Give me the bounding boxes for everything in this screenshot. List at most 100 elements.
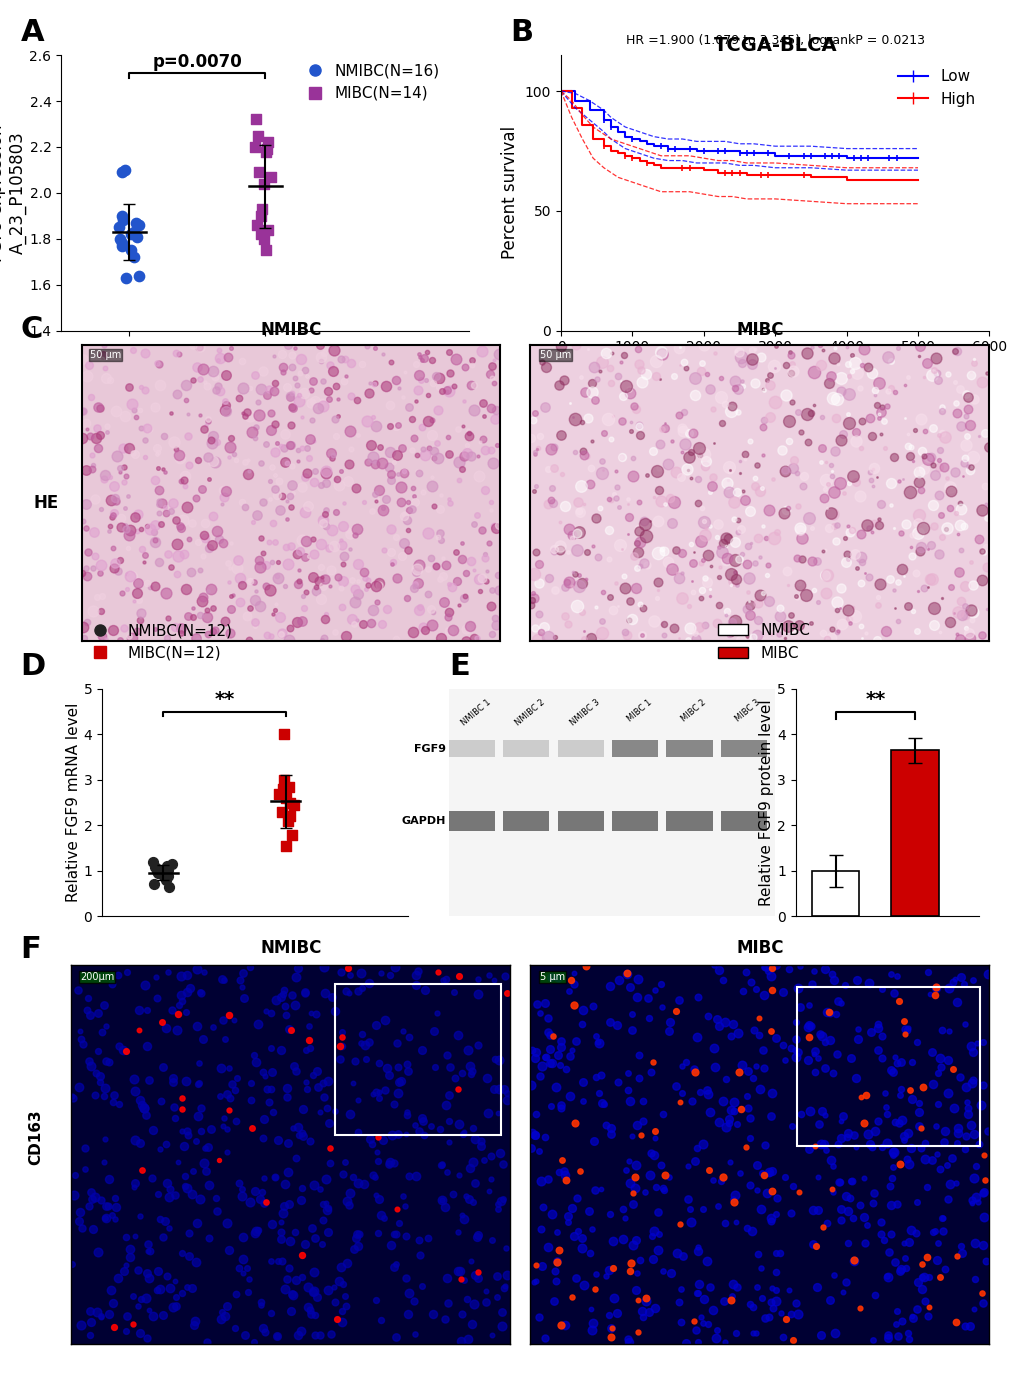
Point <box>282 1299 299 1322</box>
Point <box>453 1203 470 1225</box>
Point <box>218 1211 234 1233</box>
Point <box>405 1290 421 1312</box>
Point <box>312 1101 328 1123</box>
Point <box>956 1013 972 1035</box>
Point <box>751 1078 767 1100</box>
Point <box>764 1297 781 1319</box>
Legend: Low, High: Low, High <box>891 63 981 113</box>
Point <box>809 1199 825 1221</box>
Point <box>647 1175 663 1197</box>
Point <box>369 1141 385 1163</box>
Point <box>747 1323 763 1345</box>
Point <box>801 1100 817 1122</box>
Point <box>84 1188 100 1210</box>
Point <box>387 1326 404 1348</box>
Point <box>215 1010 231 1032</box>
Point <box>407 1323 423 1345</box>
Point <box>317 1167 333 1189</box>
Point <box>530 1140 546 1162</box>
Point <box>96 1151 112 1173</box>
Point <box>613 1197 630 1220</box>
Point <box>629 967 645 989</box>
Point <box>628 1113 644 1135</box>
Point <box>380 1152 396 1174</box>
Point <box>251 1188 267 1210</box>
Point <box>300 1297 316 1319</box>
Point <box>225 1009 242 1031</box>
Point <box>361 971 377 994</box>
Point <box>536 992 552 1014</box>
Point <box>168 1018 184 1040</box>
Point <box>274 983 290 1005</box>
Point <box>346 1050 363 1072</box>
Point <box>341 965 358 987</box>
Point <box>975 1169 991 1191</box>
Point <box>844 1207 860 1229</box>
Point <box>493 1316 510 1338</box>
Point <box>910 1091 926 1113</box>
Point <box>918 1177 934 1199</box>
Point <box>694 1197 710 1220</box>
Point <box>800 994 816 1016</box>
Point <box>821 1002 838 1024</box>
Point <box>145 1305 161 1327</box>
Point <box>552 1315 569 1337</box>
Point <box>320 1069 336 1091</box>
Point <box>78 999 95 1021</box>
Point <box>118 1320 135 1342</box>
Point <box>711 1170 728 1192</box>
Point <box>243 1090 259 1112</box>
Point <box>574 999 590 1021</box>
Point <box>938 1153 955 1175</box>
Point <box>955 973 971 995</box>
Point <box>235 1262 252 1284</box>
Point <box>974 1073 990 1096</box>
Point <box>164 1071 180 1093</box>
Point <box>285 1056 302 1078</box>
Point <box>398 1104 415 1126</box>
Point <box>107 1188 123 1210</box>
Point <box>756 1306 772 1328</box>
Point <box>181 1222 198 1244</box>
Point <box>754 1039 770 1061</box>
Point <box>904 1306 920 1328</box>
Point <box>653 995 669 1017</box>
Point <box>857 1084 873 1107</box>
Point <box>654 1102 671 1124</box>
Point <box>70 978 87 1000</box>
Point <box>641 1164 657 1186</box>
Bar <box>502 740 549 758</box>
Point <box>977 1250 994 1272</box>
Point <box>556 1315 573 1337</box>
Point <box>138 1287 154 1309</box>
Point <box>354 1022 370 1045</box>
Point <box>550 1160 567 1182</box>
Point <box>549 1045 566 1067</box>
Point <box>767 1027 784 1049</box>
Point <box>397 1266 414 1288</box>
Point <box>369 1222 385 1244</box>
Point <box>273 1221 289 1243</box>
Point <box>449 1078 466 1100</box>
Point <box>274 1202 290 1224</box>
Point <box>389 1123 406 1145</box>
Point <box>887 1313 903 1335</box>
Point <box>808 1276 824 1298</box>
Bar <box>720 812 766 831</box>
Point <box>542 1096 558 1118</box>
Point <box>238 1257 255 1279</box>
Point <box>832 992 848 1014</box>
Point <box>258 1000 274 1022</box>
Point <box>399 1060 416 1082</box>
Point <box>381 1151 397 1173</box>
Point <box>686 1151 702 1173</box>
Point <box>635 1305 651 1327</box>
Point <box>469 1224 485 1246</box>
Point <box>602 1316 619 1338</box>
Point <box>253 223 269 245</box>
Point <box>124 1313 141 1335</box>
Point <box>628 1279 644 1301</box>
Point <box>738 1137 754 1159</box>
Point <box>247 1180 263 1202</box>
Point <box>312 1178 328 1200</box>
